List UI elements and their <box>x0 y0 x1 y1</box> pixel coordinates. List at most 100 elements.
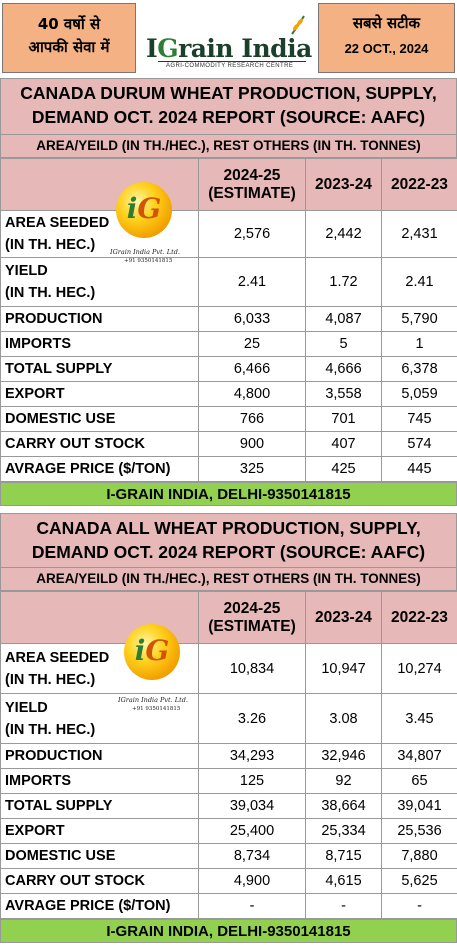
cell-value: 25,334 <box>305 818 382 844</box>
cell-value: - <box>198 893 306 919</box>
cell-value: 8,715 <box>305 843 382 869</box>
cell-value: 1.72 <box>305 257 382 307</box>
row-label: AVRAGE PRICE ($/TON) <box>0 893 199 919</box>
row-label-line1: YIELD <box>5 263 48 279</box>
cell-value: 6,378 <box>381 356 457 382</box>
row-label: DOMESTIC USE <box>0 843 199 869</box>
cell-value: 4,800 <box>198 381 306 407</box>
cell-value: 900 <box>198 431 306 457</box>
cell-value: - <box>305 893 382 919</box>
table-row: TOTAL SUPPLY 6,466 4,666 6,378 <box>0 356 457 382</box>
badge-company: IGrain India Pvt. Ltd. <box>110 248 180 256</box>
allwheat-units: AREA/YEILD (IN TH./HEC.), REST OTHERS (I… <box>0 568 457 591</box>
row-label: CARRY OUT STOCK <box>0 868 199 894</box>
brand-logo: IGrain India AGRI-COMMODITY RESEARCH CEN… <box>140 4 316 72</box>
cell-value: 4,615 <box>305 868 382 894</box>
cell-value: 3.26 <box>198 693 306 744</box>
col-2024-25-year: 2024-25 <box>223 166 281 184</box>
cell-value: 2.41 <box>381 257 457 307</box>
row-label: PRODUCTION <box>0 306 199 332</box>
col-2024-25: 2024-25 (ESTIMATE) <box>198 591 306 644</box>
cell-value: 25,536 <box>381 818 457 844</box>
cell-value: 5,059 <box>381 381 457 407</box>
row-label: YIELD (IN TH. HEC.) <box>0 693 199 744</box>
igrain-badge-icon: iG <box>124 624 180 680</box>
row-label-line1: AREA SEEDED <box>5 215 110 231</box>
cell-value: 3.45 <box>381 693 457 744</box>
row-label: AVRAGE PRICE ($/TON) <box>0 456 199 482</box>
allwheat-footer: I-GRAIN INDIA, DELHI-9350141815 <box>0 919 457 943</box>
brand-rest: rain India <box>178 34 312 63</box>
badge-initial-g: G <box>137 192 162 225</box>
durum-corner-cell <box>0 158 199 211</box>
allwheat-section: CANADA ALL WHEAT PRODUCTION, SUPPLY, DEM… <box>0 513 457 943</box>
badge-initial-g: G <box>145 634 170 667</box>
badge-phone: +91 9350141815 <box>132 706 181 712</box>
report-date: 22 OCT., 2024 <box>344 41 429 56</box>
header-left-box: 40 वर्षो से आपकी सेवा में <box>2 3 136 73</box>
table-row: AVRAGE PRICE ($/TON) - - - <box>0 893 457 919</box>
brand-prefix: I <box>146 34 158 63</box>
row-label: TOTAL SUPPLY <box>0 356 199 382</box>
table-row: IMPORTS 125 92 65 <box>0 768 457 794</box>
table-row: CARRY OUT STOCK 900 407 574 <box>0 431 457 457</box>
grain-stalk-icon <box>291 15 305 35</box>
durum-title-line2: DEMAND OCT. 2024 REPORT (SOURCE: AAFC) <box>31 107 426 127</box>
cell-value: 3,558 <box>305 381 382 407</box>
allwheat-header-row: 2024-25 (ESTIMATE) 2023-24 2022-23 <box>0 591 457 644</box>
cell-value: 92 <box>305 768 382 794</box>
header-banner: 40 वर्षो से आपकी सेवा में IGrain India A… <box>0 0 457 76</box>
row-label: EXPORT <box>0 818 199 844</box>
row-label: IMPORTS <box>0 331 199 357</box>
col-2023-24: 2023-24 <box>305 591 382 644</box>
cell-value: 25,400 <box>198 818 306 844</box>
table-row: DOMESTIC USE 8,734 8,715 7,880 <box>0 843 457 869</box>
table-row: CARRY OUT STOCK 4,900 4,615 5,625 <box>0 868 457 894</box>
cell-value: 2,442 <box>305 210 382 258</box>
cell-value: 574 <box>381 431 457 457</box>
cell-value: 4,666 <box>305 356 382 382</box>
col-2024-25-estimate: (ESTIMATE) <box>208 184 296 202</box>
col-2024-25-estimate: (ESTIMATE) <box>208 617 296 635</box>
cell-value: 6,466 <box>198 356 306 382</box>
row-label: DOMESTIC USE <box>0 406 199 432</box>
durum-title-line1: CANADA DURUM WHEAT PRODUCTION, SUPPLY, <box>20 83 437 103</box>
cell-value: 745 <box>381 406 457 432</box>
table-row: EXPORT 25,400 25,334 25,536 <box>0 818 457 844</box>
cell-value: 425 <box>305 456 382 482</box>
cell-value: 325 <box>198 456 306 482</box>
cell-value: 34,293 <box>198 743 306 769</box>
cell-value: 39,041 <box>381 793 457 819</box>
col-2022-23: 2022-23 <box>381 591 457 644</box>
cell-value: 3.08 <box>305 693 382 744</box>
header-right-line1: सबसे सटीक <box>352 14 421 32</box>
cell-value: 7,880 <box>381 843 457 869</box>
allwheat-title: CANADA ALL WHEAT PRODUCTION, SUPPLY, DEM… <box>0 513 457 568</box>
cell-value: 2.41 <box>198 257 306 307</box>
row-label: EXPORT <box>0 381 199 407</box>
badge-initials: iG <box>124 636 180 666</box>
cell-value: - <box>381 893 457 919</box>
brand-divider <box>158 61 306 62</box>
cell-value: 407 <box>305 431 382 457</box>
badge-initials: iG <box>116 194 172 224</box>
row-label-line1: YIELD <box>5 699 48 716</box>
allwheat-title-line2: DEMAND OCT. 2024 REPORT (SOURCE: AAFC) <box>31 542 426 562</box>
cell-value: 4,087 <box>305 306 382 332</box>
cell-value: 1 <box>381 331 457 357</box>
badge-initial-i: i <box>126 192 138 225</box>
row-label: PRODUCTION <box>0 743 199 769</box>
row-label-line2: (IN TH. HEC.) <box>5 671 96 688</box>
table-row: PRODUCTION 6,033 4,087 5,790 <box>0 306 457 332</box>
cell-value: 6,033 <box>198 306 306 332</box>
cell-value: 10,274 <box>381 643 457 694</box>
row-label: YIELD (IN TH. HEC.) <box>0 257 199 307</box>
brand-name: IGrain India <box>146 34 312 63</box>
table-row: DOMESTIC USE 766 701 745 <box>0 406 457 432</box>
cell-value: 8,734 <box>198 843 306 869</box>
cell-value: 32,946 <box>305 743 382 769</box>
badge-phone: +91 9350141815 <box>124 258 173 264</box>
durum-footer: I-GRAIN INDIA, DELHI-9350141815 <box>0 482 457 506</box>
cell-value: 10,834 <box>198 643 306 694</box>
cell-value: 65 <box>381 768 457 794</box>
